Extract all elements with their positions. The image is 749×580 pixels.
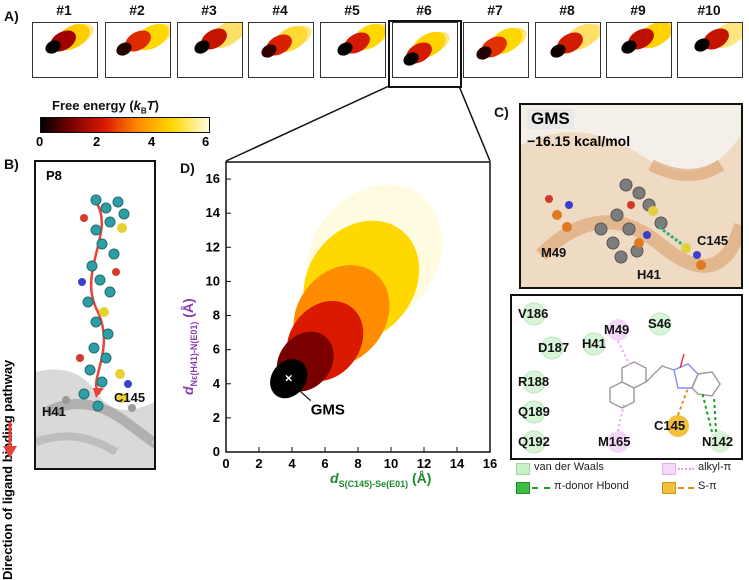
thumbnail-label-3: #3 [201,2,217,18]
residue-s46: S46 [648,316,672,331]
residue-n142: N142 [702,434,734,449]
x-tick-label-1: 2 [255,456,262,471]
residue-m165: M165 [598,434,631,449]
panel-c-interaction-map: V186 M49 S46 D187 H41 R188 Q189 Q192 M16… [510,294,743,460]
panel-c-title: GMS [527,109,574,129]
residue-h41: H41 [582,336,606,351]
s-pi-line [678,487,694,489]
interaction-legend: van der Waals π-donor Hbond alkyl-π S-π [512,460,746,500]
s-pi-swatch [662,482,676,494]
free-energy-heatmap: 0 2 4 6 8 10 12 14 16 0 2 4 6 8 10 12 14 16 × GMS [206,161,497,471]
thumbnail-map-7 [463,22,529,78]
panel-c-top-frame: GMS −16.15 kcal/mol M49 C145 H41 [519,103,743,289]
thumbnail-label-2: #2 [129,2,145,18]
panel-c-label: C) [494,104,509,120]
thumbnail-map-10 [677,22,743,78]
hbond-line [532,487,550,489]
residue-c145: C145 [654,418,686,433]
thumbnail-6-highlight [388,20,462,88]
colorbar-tick-4: 4 [148,134,156,149]
thumbnail-map-5 [320,22,386,78]
pathway-arrow-icon [3,422,17,458]
thumbnail-label-9: #9 [630,2,646,18]
x-tick-label-2: 4 [288,456,296,471]
interaction-diagram [522,302,731,454]
legend-hbond: π-donor Hbond [554,480,629,492]
y-tick-label-2: 4 [213,376,221,391]
colorbar-tick-0: 0 [36,134,44,149]
hbond-swatch [516,482,530,494]
thumbnail-map-3 [177,22,243,78]
thumbnail-label-1: #1 [56,2,72,18]
minimum-pointer [292,384,312,402]
y-tick-label-1: 2 [213,410,220,425]
residue-c145-b: C145 [114,390,146,405]
thumbnail-map-9 [606,22,672,78]
residue-q189: Q189 [518,404,550,419]
thumbnail-label-6: #6 [416,2,432,18]
residue-h41-3d: H41 [637,267,661,282]
y-tick-label-3: 6 [213,342,220,357]
energy-region-5 [270,359,308,399]
residue-q192: Q192 [518,434,550,449]
x-tick-label-0: 0 [222,456,229,471]
panel-d-label: D) [180,160,195,176]
thumbnail-map-2 [105,22,171,78]
panel-b-title: P8 [46,168,62,183]
x-tick-label-4: 8 [354,456,361,471]
y-tick-label-7: 14 [206,205,221,220]
x-tick-label-5: 10 [384,456,398,471]
x-axis-label: dS(C145)-Se(E01) (Å) [330,470,432,489]
x-tick-label-8: 16 [483,456,497,471]
residue-d187: D187 [538,340,570,355]
thumbnail-label-5: #5 [344,2,360,18]
colorbar-tick-6: 6 [202,134,210,149]
colorbar-tick-2: 2 [93,134,101,149]
y-axis-label: dNε(H41)-N(E01) (Å) [180,298,199,395]
residue-m49-3d: M49 [541,245,567,260]
x-tick-label-3: 6 [321,456,328,471]
legend-vdw: van der Waals [534,461,604,473]
x-tick-label-7: 14 [450,456,465,471]
y-tick-label-8: 16 [206,171,220,186]
residue-m49: M49 [604,322,630,337]
residue-c145-3d: C145 [697,233,729,248]
thumbnail-map-4 [248,22,314,78]
legend-s-pi: S-π [698,480,717,492]
pathway-structure [36,194,154,468]
y-tick-label-5: 10 [206,273,220,288]
residue-r188: R188 [518,374,550,389]
binding-pose-structure [521,132,741,287]
panel-a-label: A) [4,8,19,24]
thumbnail-label-7: #7 [487,2,503,18]
minimum-marker: × [285,371,293,386]
thumbnail-map-1 [32,22,98,78]
residue-h41-b: H41 [42,404,66,419]
binding-energy: −16.15 kcal/mol [527,133,631,149]
zoom-lines [225,85,491,162]
x-tick-label-6: 12 [417,456,431,471]
thumbnail-label-4: #4 [272,2,288,18]
residue-v186: V186 [518,306,549,321]
y-tick-label-4: 8 [213,308,220,323]
legend-alkyl: alkyl-π [698,461,732,473]
thumbnail-map-6 [392,22,458,78]
alkyl-swatch [662,463,676,475]
y-tick-label-0: 0 [213,444,220,459]
alkyl-line [678,468,694,470]
vdw-swatch [516,463,530,475]
thumbnail-label-10: #10 [697,2,721,18]
panel-b-label: B) [4,156,19,172]
thumbnail-label-8: #8 [559,2,575,18]
y-tick-label-6: 12 [206,239,220,254]
panel-b-frame: P8 H41 C145 [34,160,156,470]
minimum-label: GMS [311,402,345,419]
colorbar [40,117,210,133]
colorbar-title: Free energy (kBT) [52,98,159,116]
thumbnail-map-8 [535,22,601,78]
